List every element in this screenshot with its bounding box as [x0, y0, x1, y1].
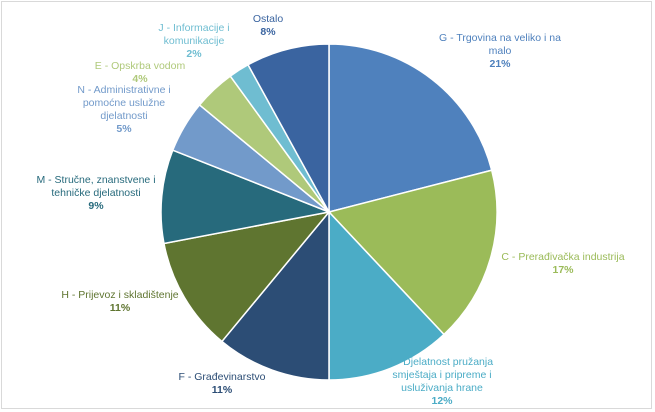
slice-label: G - Trgovina na veliko i na malo 21%	[439, 32, 561, 71]
slice-label: E - Opskrba vodom 4%	[95, 60, 185, 86]
pie-slice	[247, 43, 330, 213]
slice-label-percent: 21%	[489, 58, 511, 70]
slice-label: F - Građevinarstvo 11%	[179, 371, 266, 397]
slice-label-name: smještaja i pripreme i	[392, 369, 492, 381]
slice-label-name: G - Trgovina na veliko i na	[439, 32, 561, 44]
slice-label-percent: 5%	[116, 123, 132, 135]
slice-label-name: Ostalo	[252, 13, 284, 25]
slice-label-percent: 9%	[88, 200, 104, 212]
slice-label-name: djelatnosti	[100, 110, 148, 122]
slice-label-name: M - Stručne, znanstvene i	[36, 174, 156, 186]
slice-label-percent: 17%	[552, 264, 574, 276]
pie-slice	[220, 209, 330, 381]
slice-label-name: malo	[488, 45, 512, 57]
pie-slice	[328, 210, 446, 381]
slice-label-name: usluživanja hrane	[401, 382, 483, 394]
slice-label-percent: 11%	[109, 302, 131, 314]
slice-label: J - Informacije i komunikacije 2%	[158, 22, 229, 61]
slice-label-percent: 4%	[132, 73, 148, 85]
slice-label: I - Djelatnost pružanja smještaja i pripr…	[391, 356, 493, 408]
slice-label-name: J - Informacije i	[158, 22, 230, 34]
pie-slice	[327, 169, 498, 336]
slice-label-percent: 12%	[431, 395, 453, 407]
slice-label: H - Prijevoz i skladištenje 11%	[61, 289, 178, 315]
slice-label: M - Stručne, znanstvene i tehničke djelat…	[36, 174, 155, 213]
slice-label-name: F - Građevinarstvo	[178, 371, 266, 383]
slice-label-name: pomoćne uslužne	[82, 97, 166, 109]
slice-label-percent: 8%	[260, 26, 276, 38]
slice-label: N - Administrativne i pomoćne uslužne djel…	[77, 84, 170, 136]
slice-label-name: C - Prerađivačka industrija	[501, 251, 625, 263]
slice-label: Ostalo 8%	[253, 13, 283, 39]
slice-label-name: I - Djelatnost pružanja	[390, 356, 494, 368]
slice-label-name: komunikacije	[163, 35, 225, 47]
slice-label: C - Prerađivačka industrija 17%	[501, 251, 624, 277]
pie-slice	[328, 43, 493, 213]
slice-label-percent: 11%	[211, 384, 233, 396]
slice-label-name: tehničke djelatnosti	[51, 187, 141, 199]
pie-slice	[163, 210, 331, 343]
slice-label-name: E - Opskrba vodom	[94, 60, 186, 72]
slice-label-name: N - Administrativne i	[77, 84, 171, 96]
slice-label-percent: 2%	[186, 48, 202, 60]
pie-slice	[160, 149, 332, 245]
slice-label-name: H - Prijevoz i skladištenje	[61, 289, 179, 301]
